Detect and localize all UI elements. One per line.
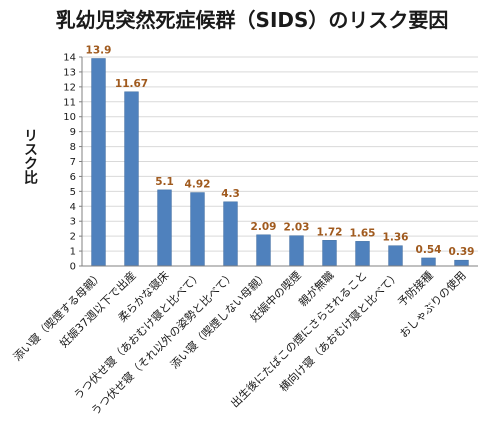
data-label: 13.9: [86, 44, 112, 56]
y-tick-label: 7: [70, 157, 76, 168]
y-tick-label: 12: [63, 82, 76, 93]
data-label: 0.54: [416, 244, 442, 256]
y-tick-label: 8: [70, 142, 76, 153]
y-tick-label: 9: [70, 127, 76, 138]
bar: [388, 245, 403, 267]
y-tick-label: 6: [70, 172, 76, 183]
y-tick-label: 11: [63, 97, 76, 108]
bar: [190, 192, 205, 267]
data-label: 0.39: [449, 246, 475, 258]
y-axis-label: リスク比: [22, 128, 38, 185]
data-label: 1.72: [317, 226, 343, 238]
y-tick-label: 10: [63, 112, 76, 123]
chart-title: 乳幼児突然死症候群（SIDS）のリスク要因: [56, 8, 449, 32]
data-labels: 13.9 11.67 5.1 4.92 4.3 2.09 2.03 1.72 1.65 1.36 0…: [86, 44, 475, 258]
bars: [91, 58, 469, 267]
bar: [322, 240, 337, 267]
data-label: 5.1: [155, 176, 174, 188]
y-tick-label: 0: [70, 262, 76, 273]
bar: [91, 58, 106, 267]
y-tick-label: 3: [70, 217, 76, 228]
bar: [124, 91, 139, 267]
data-label: 2.09: [251, 221, 277, 233]
data-label: 4.92: [185, 179, 211, 191]
data-label: 1.36: [383, 232, 409, 244]
y-tick-label: 4: [70, 202, 76, 213]
data-label: 11.67: [115, 78, 148, 90]
y-tick-label: 1: [70, 247, 76, 258]
bar: [223, 201, 238, 267]
x-axis-ticks: 添い寝（喫煙する母親）妊娠37週以下で出産柔らかな寝床うつ伏せ寝（あおむけ寝と比…: [10, 268, 468, 418]
x-tick-label: 横向け寝（あおむけ寝と比べて）: [276, 268, 402, 394]
axes: [81, 57, 478, 267]
bar: [454, 259, 469, 267]
bar: [256, 234, 271, 267]
gridlines: [82, 56, 478, 252]
y-tick-label: 2: [70, 232, 76, 243]
bar: [157, 189, 172, 267]
y-tick-label: 5: [70, 187, 76, 198]
bar: [421, 257, 436, 267]
data-label: 1.65: [350, 227, 376, 239]
data-label: 4.3: [221, 188, 240, 200]
y-tick-label: 14: [63, 53, 76, 64]
y-tick-label: 13: [63, 67, 76, 78]
bar: [355, 241, 370, 267]
bar: [289, 235, 304, 267]
data-label: 2.03: [284, 222, 310, 234]
